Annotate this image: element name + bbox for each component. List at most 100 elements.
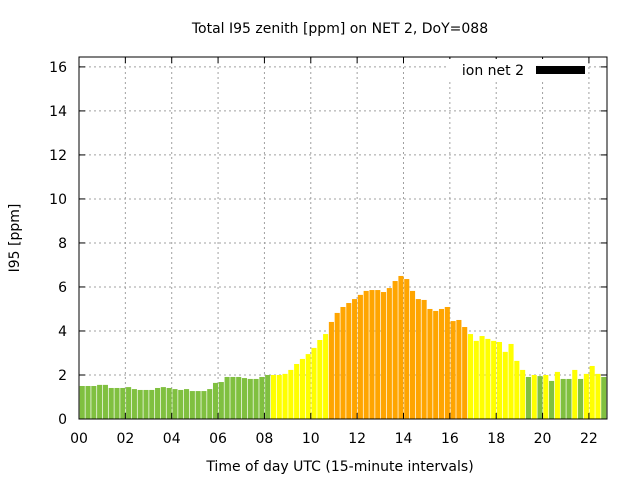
bar (473, 340, 479, 419)
y-tick-label: 0 (58, 412, 67, 428)
bar (131, 389, 137, 419)
bar (392, 281, 398, 419)
bar (212, 382, 219, 419)
bar (108, 387, 114, 419)
bar (496, 341, 503, 419)
bar (91, 385, 97, 419)
y-tick-label: 6 (58, 280, 67, 296)
bar (155, 387, 161, 419)
legend: ion net 2 (448, 59, 588, 81)
bar (178, 389, 184, 419)
bar (241, 378, 248, 419)
bar (363, 290, 369, 419)
x-tick-label: 10 (302, 431, 320, 447)
bar (276, 374, 282, 419)
bar (160, 387, 166, 419)
y-tick-label: 4 (58, 324, 67, 340)
bar (525, 376, 531, 419)
bar (247, 378, 253, 419)
bar (543, 374, 549, 419)
bar (404, 279, 410, 419)
bar (120, 387, 126, 419)
y-tick-label: 16 (49, 60, 67, 76)
bar (601, 376, 607, 419)
bar (253, 378, 259, 419)
plot-frame (78, 56, 608, 420)
bar (294, 363, 300, 419)
bar (409, 290, 416, 419)
bar (311, 347, 317, 419)
bar (189, 391, 195, 419)
bar (502, 351, 508, 419)
bar (218, 382, 224, 419)
chart-title: Total I95 zenith [ppm] on NET 2, DoY=088 (191, 21, 488, 37)
bar (369, 290, 375, 419)
x-tick-label: 12 (348, 431, 366, 447)
bar (97, 384, 103, 419)
bar (236, 376, 242, 419)
bar (560, 378, 566, 419)
bar (578, 378, 584, 419)
bar (456, 319, 462, 419)
bar (282, 373, 288, 419)
bar (537, 376, 543, 419)
bar (207, 389, 213, 419)
bar (166, 387, 172, 419)
y-tick-label: 12 (49, 148, 67, 164)
bar (444, 306, 450, 419)
bar (323, 334, 329, 419)
bar (288, 369, 294, 419)
bar (201, 391, 207, 419)
bar (340, 306, 346, 419)
bar (265, 374, 271, 419)
bar (566, 378, 572, 419)
bar (126, 387, 132, 419)
bar (531, 374, 537, 419)
bar (485, 338, 491, 419)
bar (479, 336, 485, 419)
y-tick-label: 10 (49, 192, 67, 208)
bar (595, 373, 601, 419)
x-tick-label: 18 (487, 431, 505, 447)
bar (317, 339, 323, 419)
bar (183, 389, 190, 419)
x-tick-label: 22 (580, 431, 598, 447)
x-tick-label: 02 (116, 431, 134, 447)
bar (438, 308, 445, 419)
bar (520, 369, 526, 419)
bar (549, 380, 555, 419)
y-tick-label: 2 (58, 368, 67, 384)
bar (328, 321, 334, 419)
bar (491, 340, 497, 419)
bar (352, 299, 358, 419)
bar (299, 358, 305, 419)
bar (334, 312, 340, 419)
x-axis-label: Time of day UTC (15-minute intervals) (205, 459, 473, 475)
bars (79, 275, 607, 419)
bar (398, 275, 404, 419)
bar (514, 360, 520, 419)
x-tick-label: 16 (441, 431, 459, 447)
bar (375, 290, 381, 419)
bar (433, 310, 439, 419)
x-tick-label: 00 (70, 431, 88, 447)
bar (357, 294, 363, 419)
bar (195, 391, 201, 419)
bar (224, 376, 230, 419)
bar (79, 385, 85, 419)
bar (450, 321, 456, 419)
bar (381, 292, 387, 419)
y-tick-label: 14 (49, 104, 67, 120)
bar (305, 354, 311, 419)
legend-label: ion net 2 (462, 63, 524, 79)
bar (346, 303, 352, 419)
y-axis-label: I95 [ppm] (7, 204, 23, 273)
bar (583, 373, 589, 419)
x-tick-label: 04 (163, 431, 181, 447)
bar (172, 389, 178, 419)
bar (270, 374, 277, 419)
bar (589, 365, 595, 419)
